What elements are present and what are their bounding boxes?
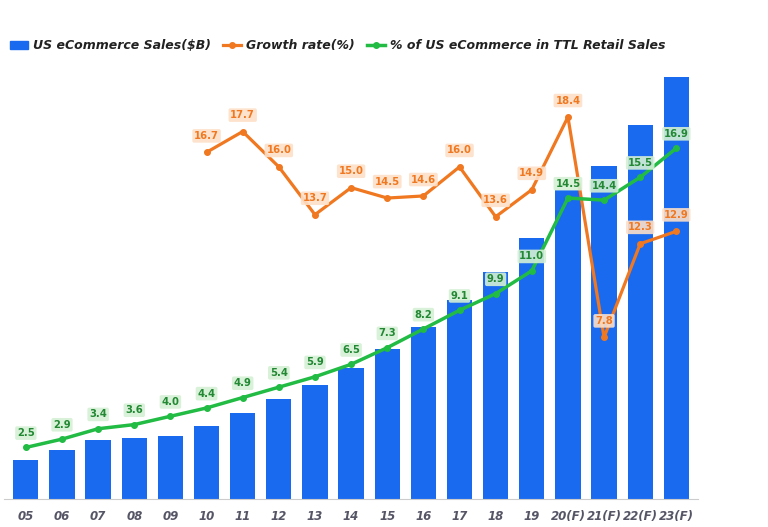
Bar [49, 450, 74, 500]
Text: 4.0: 4.0 [161, 397, 180, 407]
Text: 859: 859 [630, 471, 650, 481]
Text: 5.4: 5.4 [270, 368, 288, 378]
Text: 7.3: 7.3 [379, 328, 396, 338]
Bar [157, 436, 183, 500]
Bar [303, 385, 328, 500]
Bar [664, 77, 689, 500]
Bar [194, 426, 219, 500]
Text: 14.6: 14.6 [411, 174, 436, 184]
Text: 600: 600 [521, 475, 542, 485]
Text: 15.0: 15.0 [339, 166, 363, 176]
Text: 12.9: 12.9 [664, 210, 689, 220]
Text: 710: 710 [558, 474, 578, 484]
Text: 17.7: 17.7 [230, 110, 255, 120]
Text: 18.4: 18.4 [555, 95, 581, 105]
Text: 16.0: 16.0 [266, 145, 291, 155]
Text: 263: 263 [304, 481, 326, 491]
Text: 113: 113 [51, 484, 72, 494]
Text: 302: 302 [340, 481, 362, 491]
Text: 16.7: 16.7 [194, 131, 219, 141]
Bar [483, 272, 508, 500]
Text: 16.0: 16.0 [447, 145, 472, 155]
Text: 142: 142 [124, 483, 144, 493]
Text: 91: 91 [19, 484, 33, 494]
Text: 459: 459 [449, 478, 470, 488]
Text: 346: 346 [377, 480, 398, 490]
Text: 3.4: 3.4 [89, 409, 107, 419]
Legend: US eCommerce Sales($B), Growth rate(%), % of US eCommerce in TTL Retail Sales: US eCommerce Sales($B), Growth rate(%), … [11, 40, 665, 52]
Text: 2.9: 2.9 [53, 420, 71, 430]
Text: 145: 145 [160, 483, 181, 493]
Text: 16.9: 16.9 [664, 129, 689, 139]
Text: 9.1: 9.1 [451, 291, 468, 301]
Text: 522: 522 [485, 477, 506, 487]
Bar [85, 440, 111, 500]
Bar [375, 349, 400, 500]
Bar [447, 299, 472, 500]
Text: 231: 231 [268, 482, 290, 492]
Bar [13, 460, 38, 500]
Text: 7.8: 7.8 [595, 316, 613, 326]
Bar [591, 167, 617, 500]
Text: 5.9: 5.9 [306, 357, 324, 367]
Text: 13.7: 13.7 [303, 193, 327, 203]
Bar [121, 437, 147, 500]
Text: 9.9: 9.9 [487, 274, 505, 284]
Text: 14.9: 14.9 [519, 168, 545, 178]
Text: 15.5: 15.5 [627, 158, 653, 168]
Bar [230, 413, 255, 500]
Text: 4.9: 4.9 [233, 378, 252, 388]
Text: 396: 396 [413, 479, 434, 489]
Text: 765: 765 [594, 473, 614, 483]
Text: 970: 970 [666, 469, 687, 479]
Text: 2.5: 2.5 [17, 428, 35, 438]
Text: 14.4: 14.4 [591, 181, 617, 191]
Text: 8.2: 8.2 [415, 310, 432, 320]
Bar [519, 238, 545, 500]
Bar [266, 399, 292, 500]
Text: 6.5: 6.5 [343, 345, 360, 355]
Bar [555, 190, 581, 500]
Text: 4.4: 4.4 [197, 388, 216, 398]
Text: 3.6: 3.6 [125, 405, 143, 415]
Text: 169: 169 [196, 483, 217, 493]
Text: 14.5: 14.5 [555, 179, 581, 189]
Text: 14.5: 14.5 [375, 177, 400, 187]
Text: 12.3: 12.3 [627, 222, 653, 232]
Text: 136: 136 [88, 484, 108, 494]
Bar [411, 327, 436, 500]
Text: 13.6: 13.6 [483, 196, 508, 206]
Bar [339, 368, 364, 500]
Text: 11.0: 11.0 [519, 251, 545, 261]
Bar [627, 125, 653, 500]
Text: 199: 199 [232, 482, 253, 492]
